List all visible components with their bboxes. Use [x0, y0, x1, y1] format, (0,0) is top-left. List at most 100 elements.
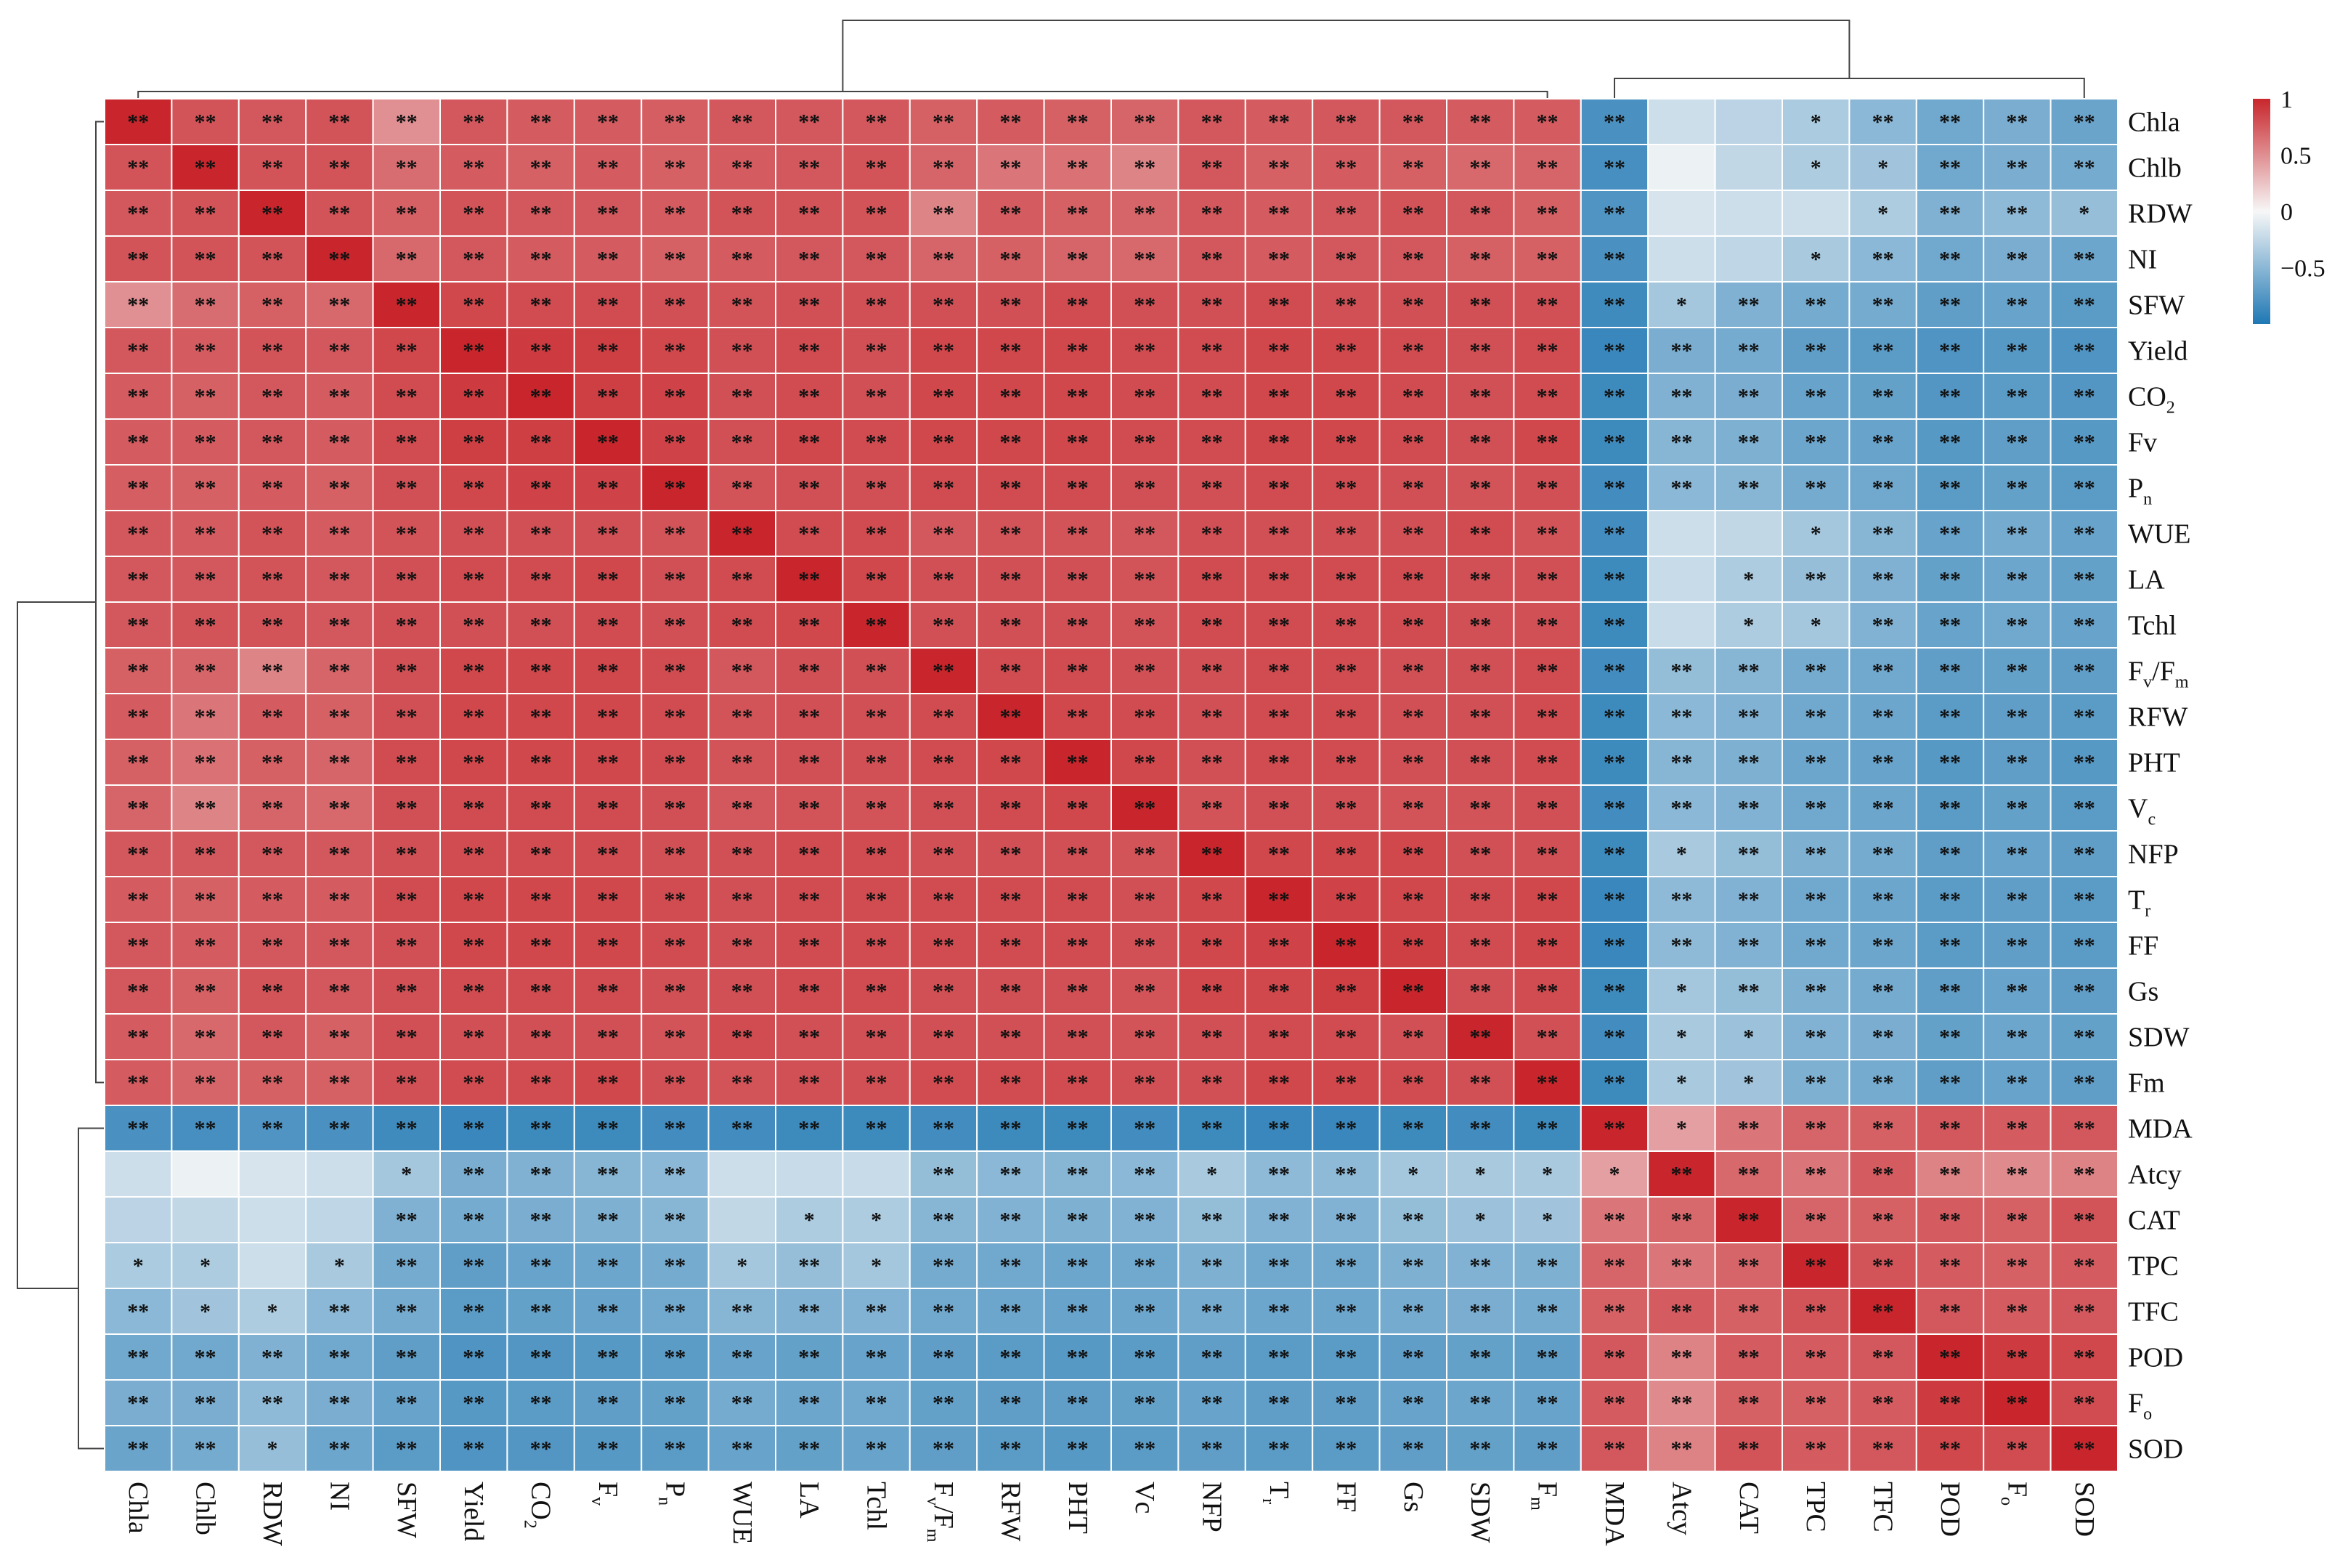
heatmap-cell	[237, 1242, 307, 1289]
significance-mark: *	[334, 1254, 345, 1278]
significance-mark: **	[1335, 385, 1357, 409]
heatmap-cell	[1043, 1242, 1112, 1289]
heatmap-cell	[1244, 98, 1314, 145]
significance-mark: **	[1268, 385, 1290, 409]
significance-mark: **	[731, 476, 753, 500]
significance-mark: **	[1872, 1346, 1894, 1370]
heatmap-cell	[1983, 784, 2052, 832]
significance-mark: **	[1335, 476, 1357, 500]
heatmap-cell	[775, 464, 844, 511]
significance-mark: **	[664, 248, 686, 272]
significance-mark: **	[1335, 1392, 1357, 1415]
significance-mark: **	[1738, 1209, 1760, 1232]
significance-mark: **	[731, 293, 753, 317]
heatmap-cell	[641, 784, 710, 832]
heatmap-cell	[707, 1059, 776, 1106]
column-label: PHT	[1063, 1482, 1093, 1534]
heatmap-cell	[976, 1105, 1045, 1152]
significance-mark: **	[731, 1346, 753, 1370]
significance-mark: **	[1402, 888, 1424, 912]
row-label: NFP	[2128, 840, 2179, 870]
row-label: Chla	[2128, 107, 2180, 138]
heatmap-cell	[1378, 830, 1447, 877]
heatmap-cell	[1244, 693, 1314, 740]
significance-mark: **	[933, 522, 954, 546]
significance-mark: **	[1067, 1025, 1089, 1049]
heatmap-cell	[1110, 1059, 1179, 1106]
significance-mark: **	[530, 1117, 552, 1141]
significance-mark: **	[396, 888, 418, 912]
heatmap-cell	[1647, 281, 1716, 328]
significance-mark: **	[1067, 1117, 1089, 1141]
significance-mark: **	[530, 1392, 552, 1415]
significance-mark: **	[261, 1392, 283, 1415]
heatmap-cell	[1446, 464, 1515, 511]
significance-mark: **	[731, 980, 753, 1004]
significance-mark: **	[597, 1163, 619, 1187]
significance-mark: **	[2073, 1025, 2095, 1049]
heatmap-cell	[707, 922, 776, 969]
heatmap-cell	[171, 1059, 240, 1106]
significance-mark: **	[1738, 888, 1760, 912]
significance-mark: **	[1537, 705, 1559, 729]
significance-mark: **	[933, 1437, 954, 1461]
significance-mark: **	[866, 842, 887, 866]
heatmap-cell	[1043, 281, 1112, 328]
significance-mark: **	[866, 431, 887, 455]
heatmap-cell	[1580, 1242, 1649, 1289]
heatmap-cell	[1312, 830, 1381, 877]
heatmap-cell	[842, 647, 911, 694]
heatmap-cell	[1580, 144, 1649, 191]
significance-mark: **	[1335, 980, 1357, 1004]
significance-mark: **	[731, 568, 753, 592]
significance-mark: **	[2006, 1300, 2028, 1324]
significance-mark: **	[731, 110, 753, 134]
significance-mark: *	[267, 1437, 278, 1461]
heatmap-cell	[237, 98, 307, 145]
significance-mark: **	[127, 1437, 149, 1461]
heatmap-cell	[305, 281, 374, 328]
heatmap-cell	[506, 418, 575, 466]
heatmap-cell	[237, 464, 307, 511]
significance-mark: **	[127, 110, 149, 134]
heatmap-cell	[1983, 98, 2052, 145]
heatmap-cell	[1848, 327, 1917, 374]
heatmap-cell	[1378, 510, 1447, 557]
significance-mark: **	[866, 659, 887, 683]
significance-mark: **	[866, 980, 887, 1004]
significance-mark: **	[597, 980, 619, 1004]
significance-mark: **	[1872, 751, 1894, 775]
heatmap-cell	[1647, 1196, 1716, 1243]
significance-mark: **	[1738, 1392, 1760, 1415]
significance-mark: **	[328, 1346, 350, 1370]
heatmap-cell	[707, 235, 776, 283]
significance-mark: **	[1268, 980, 1290, 1004]
color-legend: 1 0.5 0 −0.5	[2253, 86, 2325, 324]
significance-mark: **	[1738, 385, 1760, 409]
significance-mark: **	[1201, 248, 1223, 272]
significance-mark: **	[1134, 202, 1155, 226]
significance-mark: **	[1738, 476, 1760, 500]
significance-mark: **	[2006, 842, 2028, 866]
heatmap-cell	[909, 647, 978, 694]
significance-mark: **	[1805, 1071, 1827, 1095]
significance-mark: **	[1335, 202, 1357, 226]
significance-mark: **	[1335, 248, 1357, 272]
significance-mark: **	[1201, 797, 1223, 821]
heatmap-cell	[1714, 647, 1784, 694]
significance-mark: **	[597, 888, 619, 912]
significance-mark: **	[1537, 431, 1559, 455]
significance-mark: **	[396, 1437, 418, 1461]
heatmap-cell	[439, 922, 508, 969]
heatmap-cell	[237, 556, 307, 603]
heatmap-cell	[573, 830, 643, 877]
significance-mark: **	[1134, 1117, 1155, 1141]
heatmap-cell	[1446, 281, 1515, 328]
significance-mark: **	[1939, 888, 1961, 912]
heatmap-cell	[1378, 98, 1447, 145]
significance-mark: **	[1335, 522, 1357, 546]
heatmap-cell	[1312, 556, 1381, 603]
significance-mark: **	[1268, 1163, 1290, 1187]
heatmap-cell	[1244, 281, 1314, 328]
heatmap-cell	[1043, 1196, 1112, 1243]
